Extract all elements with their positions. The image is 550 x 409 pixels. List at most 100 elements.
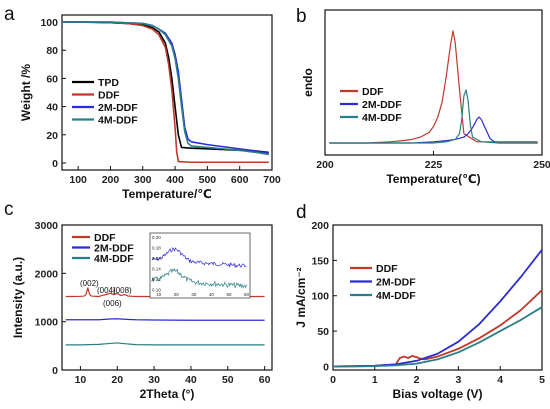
x-tick-label: 30 [148, 374, 160, 386]
legend-label-ddf: DDF [94, 232, 116, 244]
x-tick-label: 20 [111, 374, 123, 386]
series-line-2m-ddf [329, 116, 538, 144]
x-tick-label: 10 [75, 374, 87, 386]
legend-label-ddf: DDF [362, 86, 384, 98]
series-line-tpd [62, 21, 269, 154]
x-axis-label: Bias voltage (V) [392, 387, 482, 401]
x-tick-label: 600 [231, 174, 249, 186]
y-axis-label: endo [301, 68, 315, 97]
series-line-ddf [65, 287, 265, 298]
panel-d-letter: d [296, 202, 307, 223]
y-axis-label: Intensity (a.u.) [11, 257, 25, 338]
inset-trace-2m-ddf [151, 247, 247, 269]
panel-c-letter: c [4, 199, 14, 220]
x-tick-label: 4 [497, 374, 503, 386]
legend-label-2m-ddf: 2M-DDF [94, 243, 134, 255]
x-tick-label: 300 [134, 174, 152, 186]
x-tick-label: 3 [455, 374, 461, 386]
y-tick-label: 0 [323, 361, 329, 373]
y-tick-label: 50 [317, 326, 329, 338]
panel-b: b 200 225 250 Temperature(℃) endo DDF2M-DDF4M… [296, 6, 550, 186]
y-tick-label: 150 [311, 255, 329, 267]
legend-label-ddf: DDF [98, 90, 120, 102]
inset-trace-4m-ddf [151, 268, 247, 289]
y-axis-label: Weight /% [19, 64, 33, 121]
y-tick-label: 1000 [35, 317, 59, 329]
legend-label-2m-ddf: 2M-DDF [376, 277, 416, 289]
plot-frame-a [61, 14, 273, 171]
y-tick-label: 100 [40, 17, 58, 29]
inset-y-tick-label: 0.10 [152, 288, 161, 293]
x-axis-label: Temperature(℃) [386, 172, 480, 186]
y-tick-label: 80 [46, 45, 58, 57]
legend-label-4m-ddf: 4M-DDF [98, 115, 138, 127]
series-line-ddf [332, 289, 543, 368]
inset-x-tick-label: 60 [244, 292, 250, 297]
y-tick-label: 20 [46, 130, 58, 142]
x-tick-label: 50 [222, 374, 234, 386]
x-tick-label: 200 [102, 174, 120, 186]
peak-annotation-002: (002) [80, 279, 99, 288]
y-tick-label: 3000 [35, 220, 59, 232]
inset-y-tick-label: 0.20 [152, 235, 161, 240]
y-axis-label: J mA/cm⁻² [294, 267, 308, 327]
panel-a-letter: a [4, 4, 15, 25]
legend-label-2m-ddf: 2M-DDF [98, 102, 138, 114]
legend-label-4m-ddf: 4M-DDF [376, 290, 416, 302]
peak-annotation-008: (008) [113, 286, 132, 295]
inset-y-tick-label: 0.14 [152, 267, 161, 272]
x-tick-label: 60 [259, 374, 271, 386]
y-tick-label: 60 [46, 73, 58, 85]
legend-label-4m-ddf: 4M-DDF [94, 253, 134, 265]
x-axis-label: 2Theta (°) [140, 387, 195, 401]
x-tick-label: 500 [199, 174, 217, 186]
x-tick-label: 1 [372, 374, 378, 386]
legend-label-4m-ddf: 4M-DDF [362, 112, 402, 124]
x-tick-label: 100 [69, 174, 87, 186]
series-line-ddf [329, 30, 538, 144]
x-tick-label: 400 [166, 174, 184, 186]
y-tick-label: 0 [52, 158, 58, 170]
x-tick-label: 40 [185, 374, 197, 386]
series-line-4m-ddf [329, 89, 538, 144]
x-tick-label: 250 [533, 159, 550, 171]
inset-y-tick-label: 0.18 [152, 246, 161, 251]
inset-x-tick-label: 20 [174, 292, 180, 297]
inset-x-tick-label: 10 [156, 292, 162, 297]
inset-y-tick-label: 0.12 [152, 277, 161, 282]
y-tick-label: 40 [46, 102, 58, 114]
y-tick-label: 0 [52, 365, 58, 377]
peak-annotation-006: (006) [103, 299, 122, 308]
legend-label-2m-ddf: 2M-DDF [362, 99, 402, 111]
x-tick-label: 2 [414, 374, 420, 386]
inset-frame [149, 232, 251, 299]
panel-b-letter: b [296, 6, 307, 27]
inset-y-tick-label: 0.16 [152, 256, 161, 261]
inset-x-tick-label: 50 [226, 292, 232, 297]
x-tick-label: 700 [263, 174, 281, 186]
x-tick-label: 200 [316, 159, 334, 171]
x-tick-label: 5 [539, 374, 545, 386]
y-tick-label: 100 [311, 291, 329, 303]
peak-annotation-004: (004) [97, 286, 116, 295]
series-line-4m-ddf [333, 306, 543, 368]
inset-x-tick-label: 30 [191, 292, 197, 297]
x-tick-label: 225 [425, 159, 443, 171]
plot-frame-d [332, 224, 543, 371]
legend-label-tpd: TPD [98, 77, 119, 89]
y-tick-label: 200 [311, 220, 329, 232]
series-line-4m-ddf [62, 21, 269, 156]
legend-label-ddf: DDF [376, 263, 398, 275]
plot-frame-c [61, 224, 273, 371]
y-tick-label: 2000 [35, 268, 59, 280]
series-line-2m-ddf [65, 318, 265, 321]
series-line-4m-ddf [65, 342, 265, 346]
panel-c: c 10 20 30 40 50 60 0 1000 2000 3000 2Theta (°) Int… [4, 199, 273, 401]
plot-frame-b [324, 9, 543, 156]
panel-a: a 100 200 300 400 500 600 700 0 20 40 60 80 100 Tempe… [4, 4, 281, 201]
x-axis-label: Temperature/℃ [122, 187, 212, 201]
inset-x-tick-label: 40 [209, 292, 215, 297]
x-tick-label: 0 [330, 374, 336, 386]
